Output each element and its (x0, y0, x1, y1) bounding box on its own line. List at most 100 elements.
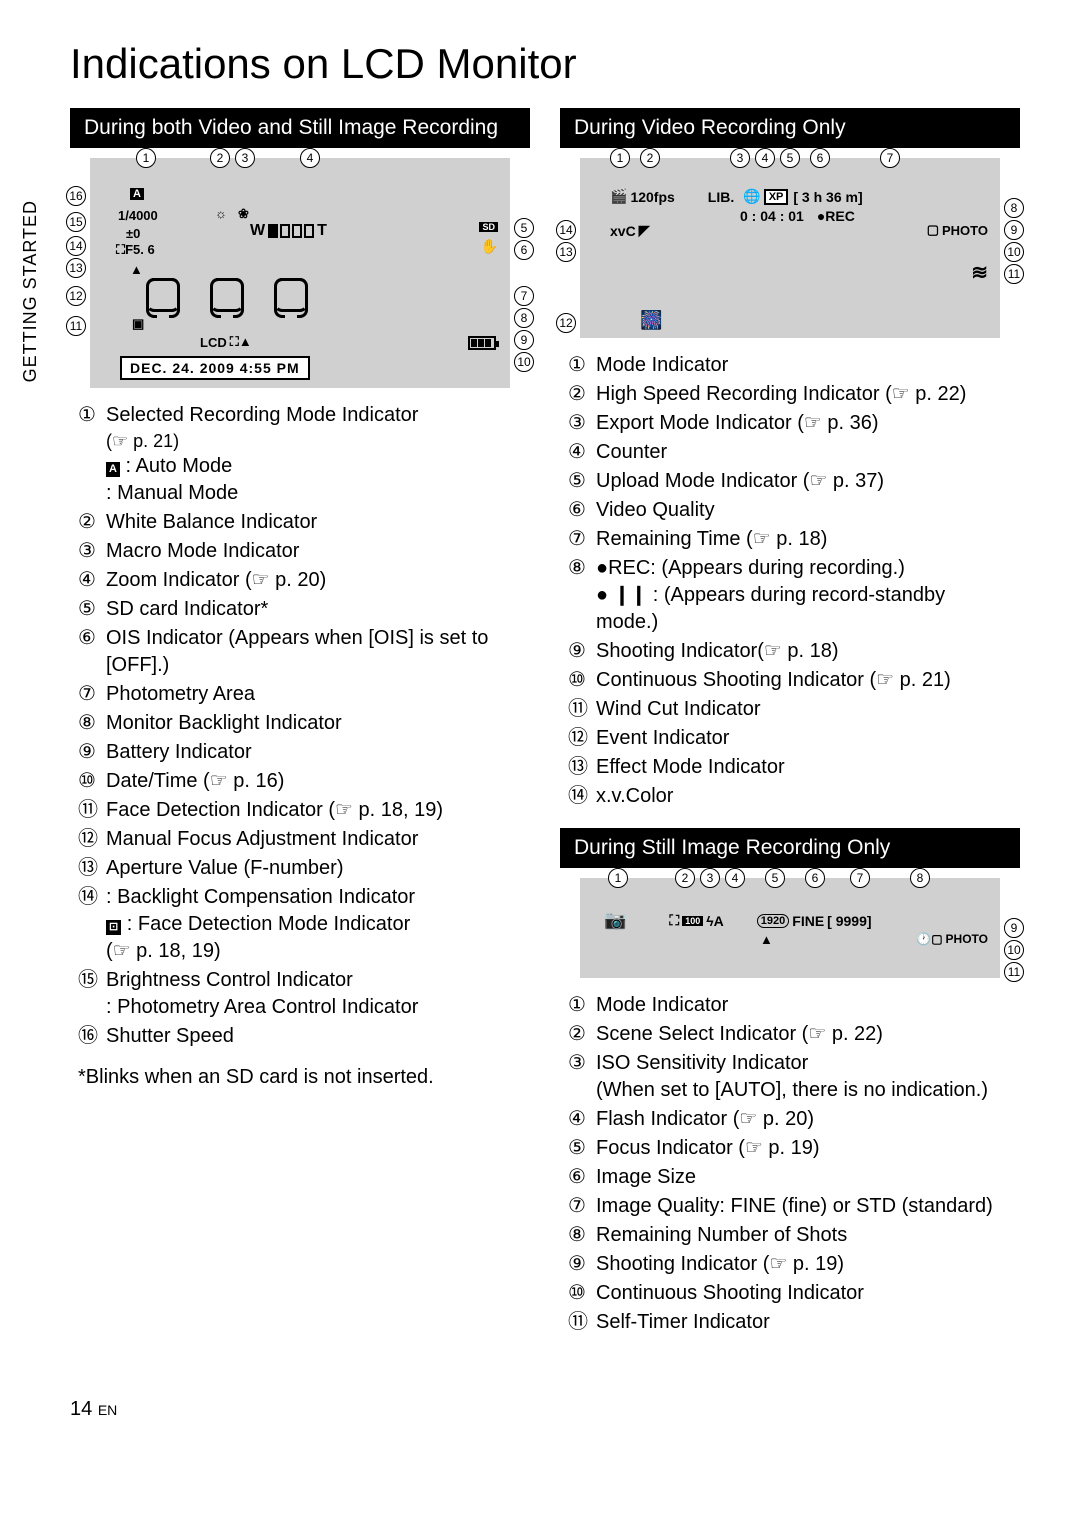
callout-2: 2 (210, 148, 230, 168)
item-body: Shooting Indicator(☞ p. 18) (596, 638, 839, 665)
list-item: ①Selected Recording Mode Indicator(☞ p. … (78, 402, 522, 507)
item-text: OIS Indicator (Appears when [OIS] is set… (106, 625, 522, 679)
v-callout-9: 9 (1004, 220, 1024, 240)
callout-12: 12 (66, 286, 86, 306)
item-body: Battery Indicator (106, 739, 252, 766)
item-number: ③ (78, 538, 100, 565)
item-text: Upload Mode Indicator (☞ p. 37) (596, 468, 884, 495)
list-item: ⑨Shooting Indicator(☞ p. 18) (568, 638, 1012, 665)
focus-arrow: ▲ (130, 262, 143, 277)
diagram-still: 1 2 3 4 5 6 7 8 9 10 11 📷 ⛶ 100 ϟA 1920 … (580, 878, 1000, 978)
item-number: ② (568, 1021, 590, 1048)
list-item: ⑯Shutter Speed (78, 1023, 522, 1050)
item-ref: (☞ p. 21) (106, 429, 418, 453)
item-number: ⑬ (78, 855, 100, 882)
still-row: 📷 ⛶ 100 ϟA 1920 FINE [ 9999] (604, 910, 872, 931)
list-item: ⑪Wind Cut Indicator (568, 696, 1012, 723)
content-columns: During both Video and Still Image Record… (70, 108, 1020, 1338)
callout-10: 10 (514, 352, 534, 372)
callout-1: 1 (136, 148, 156, 168)
item-body: Video Quality (596, 497, 715, 524)
item-number: ⑩ (568, 1280, 590, 1307)
item-text: Shooting Indicator(☞ p. 18) (596, 638, 839, 665)
video-row1: 🎬120fps LIB. 🌐 XP [ 3 h 36 m] (610, 188, 863, 205)
item-text: Event Indicator (596, 725, 729, 752)
item-text: Shutter Speed (106, 1023, 234, 1050)
list-item: ⑭x.v.Color (568, 783, 1012, 810)
item-number: ⑨ (78, 739, 100, 766)
s-callout-10: 10 (1004, 940, 1024, 960)
section2-list: ①Mode Indicator②High Speed Recording Ind… (568, 352, 1012, 810)
v-callout-13: 13 (556, 242, 576, 262)
zoom-w: W (250, 222, 265, 240)
sub-text: (When set to [AUTO], there is no indicat… (596, 1079, 988, 1101)
item-body: White Balance Indicator (106, 509, 317, 536)
list-item: ⑫Event Indicator (568, 725, 1012, 752)
item-text: Video Quality (596, 497, 715, 524)
s-callout-9: 9 (1004, 918, 1024, 938)
list-item: ⑬Aperture Value (F-number) (78, 855, 522, 882)
item-number: ⑦ (568, 1193, 590, 1220)
item-text: White Balance Indicator (106, 509, 317, 536)
item-number: ⑩ (568, 667, 590, 694)
item-text: ●REC: (Appears during recording.) (596, 555, 1012, 582)
item-sub: : Photometry Area Control Indicator (106, 994, 418, 1021)
s-callout-5: 5 (765, 868, 785, 888)
item-text: Remaining Number of Shots (596, 1222, 847, 1249)
item-body: Mode Indicator (596, 352, 728, 379)
item-body: Flash Indicator (☞ p. 20) (596, 1106, 814, 1133)
list-item: ①Mode Indicator (568, 992, 1012, 1019)
battery-icon (468, 336, 496, 355)
callout-13: 13 (66, 258, 86, 278)
v-callout-4: 4 (755, 148, 775, 168)
item-number: ⑪ (568, 696, 590, 723)
item-number: ④ (568, 1106, 590, 1133)
item-body: Image Size (596, 1164, 696, 1191)
item-number: ⑯ (78, 1023, 100, 1050)
item-text: Mode Indicator (596, 352, 728, 379)
ois-icon: ✋ (481, 238, 498, 255)
zoom-t: T (317, 222, 327, 240)
s-callout-8: 8 (910, 868, 930, 888)
item-number: ⑥ (78, 625, 100, 679)
list-item: ⑧Monitor Backlight Indicator (78, 710, 522, 737)
item-text: Scene Select Indicator (☞ p. 22) (596, 1021, 883, 1048)
item-text: Brightness Control Indicator (106, 967, 418, 994)
list-item: ⑮Brightness Control Indicator: Photometr… (78, 967, 522, 1021)
s-callout-11: 11 (1004, 962, 1024, 982)
list-item: ⑬Effect Mode Indicator (568, 754, 1012, 781)
list-item: ②Scene Select Indicator (☞ p. 22) (568, 1021, 1012, 1048)
item-text: SD card Indicator* (106, 596, 268, 623)
item-body: High Speed Recording Indicator (☞ p. 22) (596, 381, 966, 408)
v-callout-12: 12 (556, 313, 576, 333)
v-callout-10: 10 (1004, 242, 1024, 262)
item-body: Date/Time (☞ p. 16) (106, 768, 284, 795)
video-row2: 0 : 04 : 01 ●REC (740, 208, 855, 224)
item-body: Macro Mode Indicator (106, 538, 299, 565)
callout-8: 8 (514, 308, 534, 328)
v-callout-11: 11 (1004, 264, 1024, 284)
item-text: Focus Indicator (☞ p. 19) (596, 1135, 820, 1162)
item-sub: ● ❙❙ : (Appears during record-standby mo… (596, 582, 1012, 636)
video-photo: ▢PHOTO (927, 222, 988, 238)
sd-icon: SD (479, 218, 498, 233)
item-text: Remaining Time (☞ p. 18) (596, 526, 827, 553)
wind-icon: ≋ (971, 260, 988, 285)
section1-list: ①Selected Recording Mode Indicator(☞ p. … (78, 402, 522, 1050)
item-number: ⑤ (568, 468, 590, 495)
item-body: Manual Focus Adjustment Indicator (106, 826, 418, 853)
list-item: ⑧●REC: (Appears during recording.)● ❙❙ :… (568, 555, 1012, 636)
item-text: Self-Timer Indicator (596, 1309, 770, 1336)
list-item: ②White Balance Indicator (78, 509, 522, 536)
item-sub: A : Auto Mode (106, 453, 418, 480)
item-text: Manual Focus Adjustment Indicator (106, 826, 418, 853)
item-number: ⑬ (568, 754, 590, 781)
list-item: ③ISO Sensitivity Indicator(When set to [… (568, 1050, 1012, 1104)
item-number: ② (568, 381, 590, 408)
section3-list: ①Mode Indicator②Scene Select Indicator (… (568, 992, 1012, 1336)
sub-text: : Face Detection Mode Indicator (121, 913, 410, 935)
video-xvc: xvC◤ (610, 222, 649, 239)
sub-text: : Manual Mode (106, 482, 238, 504)
lcd-label: LCD⛶▲ (200, 334, 252, 350)
section1-header: During both Video and Still Image Record… (70, 108, 530, 148)
